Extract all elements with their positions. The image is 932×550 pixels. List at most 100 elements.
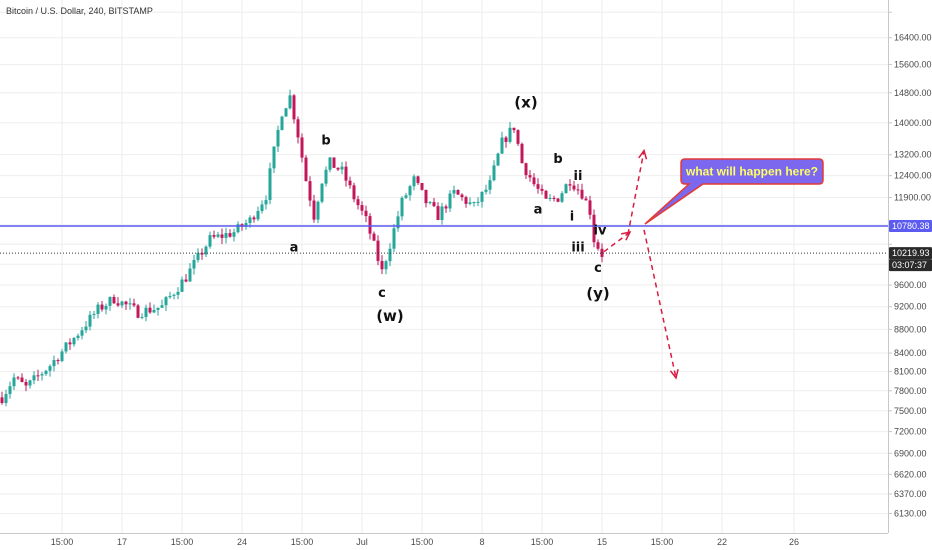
candle-body bbox=[304, 157, 308, 182]
candle-body bbox=[260, 204, 264, 212]
candle-body bbox=[208, 235, 212, 247]
price-tick-label: 8800.00 bbox=[894, 324, 927, 334]
candle-body bbox=[484, 189, 488, 192]
candle-body bbox=[504, 137, 508, 142]
candle-body bbox=[96, 304, 100, 314]
candle-body bbox=[464, 197, 468, 204]
candle-body bbox=[456, 189, 460, 195]
candle-body bbox=[196, 252, 200, 260]
callout: what will happen here? bbox=[644, 158, 824, 225]
candle-body bbox=[88, 314, 92, 327]
candle-body bbox=[480, 191, 484, 202]
candle-body bbox=[576, 189, 580, 191]
candle-body bbox=[280, 116, 284, 130]
time-tick-label: 15 bbox=[597, 537, 607, 547]
candle-body bbox=[188, 268, 192, 282]
candle-body bbox=[408, 186, 412, 196]
price-tick-label: 15600.00 bbox=[894, 60, 932, 70]
candle-body bbox=[172, 294, 176, 296]
candle-body bbox=[296, 119, 300, 138]
candle-body bbox=[580, 189, 584, 199]
candle-body bbox=[248, 217, 252, 224]
candle-body bbox=[308, 181, 312, 201]
candle-body bbox=[436, 206, 440, 221]
candle-body bbox=[320, 183, 324, 202]
candle-body bbox=[284, 108, 288, 117]
candle-body bbox=[544, 190, 548, 199]
candle-body bbox=[392, 228, 396, 249]
candle-body bbox=[500, 137, 504, 154]
candle-body bbox=[376, 240, 380, 261]
candle-body bbox=[344, 166, 348, 181]
candle-body bbox=[364, 210, 368, 217]
candle-body bbox=[452, 189, 456, 194]
candle-body bbox=[532, 177, 536, 185]
candle-body bbox=[160, 305, 164, 308]
wave-label: a bbox=[534, 202, 543, 217]
wave-label: b bbox=[321, 134, 330, 149]
candle-body bbox=[144, 307, 148, 317]
candle-body bbox=[312, 200, 316, 220]
candle-body bbox=[440, 206, 444, 221]
candle-body bbox=[412, 176, 416, 187]
wave-label: iv bbox=[594, 224, 607, 239]
candle-body bbox=[432, 202, 436, 207]
candle-body bbox=[520, 143, 524, 164]
last-price-label: 10219.93 bbox=[892, 248, 930, 258]
candle-body bbox=[340, 166, 344, 170]
candle-body bbox=[476, 201, 480, 203]
price-tick-label: 6620.00 bbox=[894, 469, 927, 479]
price-tick-label: 6900.00 bbox=[894, 448, 927, 458]
candle-body bbox=[372, 233, 376, 241]
candle-body bbox=[508, 127, 512, 142]
candle-body bbox=[592, 214, 596, 243]
candle-body bbox=[28, 380, 32, 386]
candle-body bbox=[276, 129, 280, 147]
candle-body bbox=[552, 197, 556, 199]
price-tick-label: 8400.00 bbox=[894, 348, 927, 358]
candle-body bbox=[584, 198, 588, 201]
candle-body bbox=[40, 374, 44, 376]
candle-body bbox=[540, 188, 544, 191]
candle-body bbox=[368, 216, 372, 234]
candle-body bbox=[84, 326, 88, 331]
candle-body bbox=[600, 248, 604, 257]
candle-body bbox=[8, 386, 12, 395]
candle-body bbox=[348, 180, 352, 186]
last-price-tag bbox=[889, 247, 932, 260]
candle-body bbox=[132, 303, 136, 306]
time-axis[interactable]: 15:00 17 15:00 24 15:00 Jul 15:00 8 15:00 15 15:00… bbox=[0, 533, 932, 550]
price-tick-label: 13200.00 bbox=[894, 150, 932, 160]
candle-body bbox=[156, 307, 160, 310]
price-axis[interactable]: 6130.00 6370.00 6620.00 6900.00 7200.00 7500.… bbox=[888, 0, 932, 533]
time-tick-label: 17 bbox=[117, 537, 127, 547]
chart-title: Bitcoin / U.S. Dollar, 240, BITSTAMP bbox=[6, 6, 153, 16]
candle-body bbox=[496, 153, 500, 166]
candle-body bbox=[12, 377, 16, 387]
price-tick-label: 12400.00 bbox=[894, 171, 932, 181]
wave-label: (y) bbox=[586, 284, 610, 302]
wave-label: c bbox=[378, 286, 386, 301]
candle-body bbox=[492, 165, 496, 181]
candle-body bbox=[252, 217, 256, 220]
time-tick-label: 15:00 bbox=[651, 537, 674, 547]
wave-label: a bbox=[290, 241, 299, 256]
projection-arrowhead bbox=[669, 368, 679, 380]
price-tick-label: 7500.00 bbox=[894, 406, 927, 416]
time-tick-label: 24 bbox=[237, 537, 247, 547]
candle-body bbox=[104, 305, 108, 310]
time-tick-label: 26 bbox=[789, 537, 799, 547]
candle-body bbox=[228, 233, 232, 237]
time-tick-label: 15:00 bbox=[531, 537, 554, 547]
candle-body bbox=[184, 279, 188, 282]
callout-bubble bbox=[644, 158, 824, 225]
candle-body bbox=[112, 296, 116, 304]
projection-arrows bbox=[603, 148, 679, 380]
time-tick-label: Jul bbox=[356, 537, 368, 547]
projection-arrowhead bbox=[638, 148, 648, 160]
candles bbox=[0, 89, 604, 407]
candle-body bbox=[92, 313, 96, 315]
candle-body bbox=[316, 201, 320, 220]
